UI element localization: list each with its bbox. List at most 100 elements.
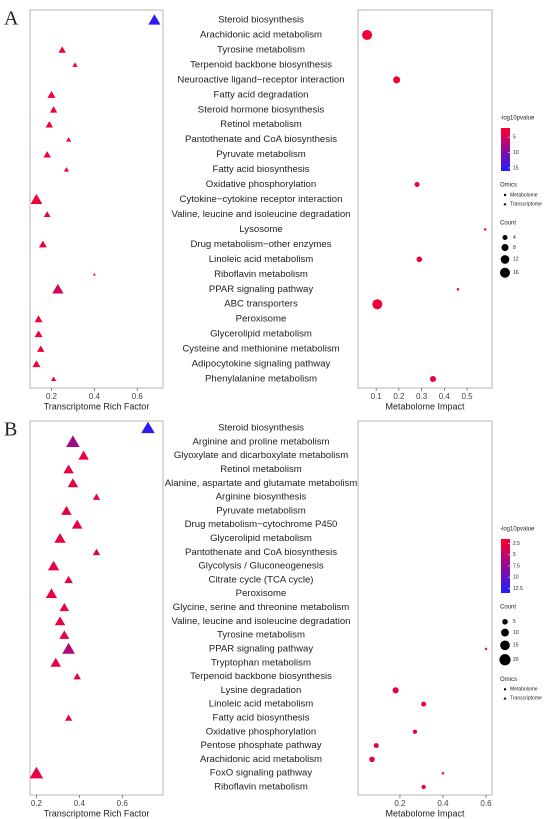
triangle-point [62,642,76,654]
size-label: 12 [513,257,519,263]
triangle-point [63,167,70,172]
size-key [501,244,509,252]
dot-point [429,375,437,383]
category-label: Arginine and proline metabolism [192,436,329,447]
colorbar-label: 7.5 [513,563,520,569]
x-tick-label: 0.4 [439,392,451,401]
x-tick-label: 0.2 [394,799,406,808]
triangle-point [59,630,70,639]
triangle-point [72,62,78,67]
x-tick-label: 0.2 [31,799,43,808]
category-label: Steroid biosynthesis [218,423,304,434]
category-label: Terpenoid backbone biosynthesis [190,59,332,70]
category-label: Riboflavin metabolism [214,269,308,280]
category-label: Phenylalanine metabolism [205,374,317,385]
shape-label: Transcriptome [510,201,542,207]
category-label: Cytokine−cytokine receptor interaction [180,194,343,205]
category-label: Lysosome [239,224,282,235]
triangle-point [32,360,41,368]
x-tick-label: 0.4 [74,799,86,808]
shape-key [503,696,507,700]
triangle-point [71,519,83,529]
triangle-point [58,46,66,53]
colorbar-label: 2.5 [513,541,520,547]
category-label: Neuroactive ligand−receptor interaction [177,74,344,85]
dot-point [456,288,460,291]
x-axis-title: Transcriptome Rich Factor [44,808,150,818]
category-label: Peroxisome [236,314,287,325]
triangle-point [38,240,47,248]
legend-title: Count [500,605,516,611]
colorbar-label: 10 [513,150,519,156]
category-label: Glycine, serine and threonine metabolism [173,602,350,613]
category-label: Pyruvate metabolism [216,149,306,160]
x-tick-label: 0.6 [480,799,492,808]
x-axis-title: Metabolome Impact [385,808,465,818]
dot-point [483,228,487,231]
category-label: FoxO signaling pathway [210,768,313,779]
plot-frame [357,420,493,796]
triangle-point [37,345,45,352]
triangle-point [34,315,43,323]
size-label: 5 [513,619,516,625]
triangle-point [43,211,51,218]
triangle-point [78,450,89,460]
triangle-point [65,137,72,142]
dot-point [372,299,383,310]
size-label: 15 [513,643,519,649]
x-tick-label: 0.2 [46,392,58,401]
legend-title: Omics [500,183,517,189]
category-label: Steroid biosynthesis [218,15,304,26]
dot-point [373,743,379,749]
triangle-point [148,14,161,25]
triangle-point [50,376,57,381]
category-label: Fatty acid degradation [214,89,309,100]
legend-title: -log10pvalue [500,116,535,122]
size-key [500,640,510,651]
legend-title: -log10pvalue [500,527,535,533]
size-key [502,235,508,240]
triangle-point [45,121,54,128]
triangle-point [73,673,81,680]
category-label: Retinol metabolism [220,464,302,475]
dot-point [412,729,418,734]
panel-label: A [4,8,19,30]
triangle-point [54,616,66,626]
triangle-point [34,330,43,338]
x-tick-label: 0.6 [117,799,129,808]
triangle-point [67,478,79,488]
size-key [501,628,509,637]
x-tick-label: 0.3 [416,392,428,401]
category-label: Linoleic acid metabolism [209,699,314,710]
category-label: Tyrosine metabolism [217,44,305,55]
size-label: 16 [513,270,519,276]
category-label: ABC transporters [224,299,298,310]
dot-point [369,756,375,763]
triangle-point [43,151,51,158]
category-label: Oxidative phosphorylation [206,179,316,190]
triangle-point [47,90,56,98]
x-tick-label: 0.6 [132,392,144,401]
x-tick-label: 0.1 [371,392,383,401]
category-label: Lysine degradation [221,685,302,696]
colorbar-label: 5 [513,552,516,558]
category-label: Tyrosine metabolism [217,630,305,641]
category-label: Fatty acid biosynthesis [212,712,309,723]
triangle-point [141,421,155,434]
category-label: Linoleic acid metabolism [209,254,314,265]
colorbar-label: 15 [513,165,519,171]
category-label: Citrate cycle (TCA cycle) [208,574,313,585]
dot-point [416,256,423,263]
category-label: Steroid hormone biosynthesis [198,104,325,115]
category-label: Valine, leucine and isoleucine degradati… [171,616,350,627]
shape-label: Transcriptome [510,696,542,702]
category-label: Fatty acid biosynthesis [212,164,309,175]
category-label: Oxidative phosphorylation [206,726,316,737]
shape-key [503,193,507,197]
colorbar-label: 10 [513,575,519,581]
legend-title: Omics [500,677,517,683]
category-label: Retinol metabolism [220,119,302,130]
plot-frame [29,9,164,389]
colorbar-label: 12.5 [513,586,523,592]
x-axis-title: Transcriptome Rich Factor [44,401,150,411]
